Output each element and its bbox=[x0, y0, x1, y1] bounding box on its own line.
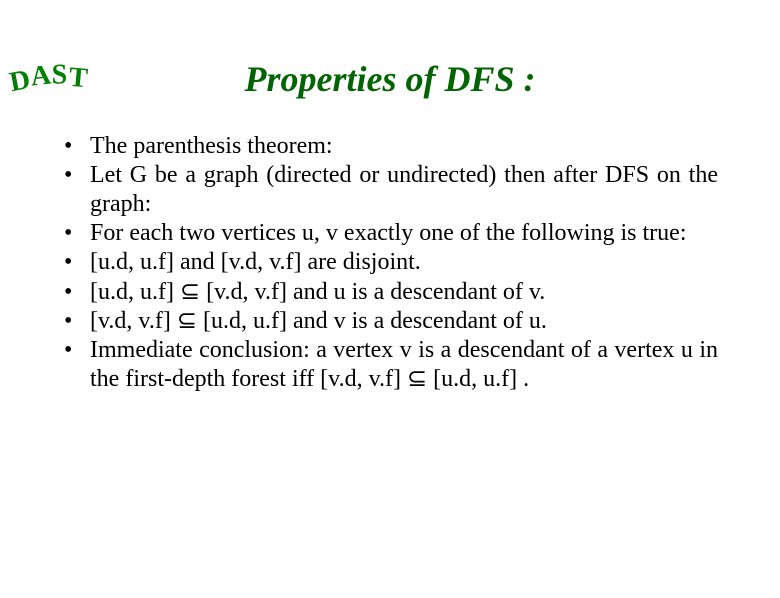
bullet-item: [u.d, u.f] ⊆ [v.d, v.f] and u is a desce… bbox=[62, 278, 718, 306]
slide-title: Properties of DFS : bbox=[0, 58, 780, 100]
bullet-item: Immediate conclusion: a vertex v is a de… bbox=[62, 336, 718, 393]
content-area: The parenthesis theorem: Let G be a grap… bbox=[0, 132, 780, 393]
logo-letter-t: T bbox=[68, 62, 90, 96]
logo-letter-s: S bbox=[52, 59, 69, 91]
bullet-item: Let G be a graph (directed or undirected… bbox=[62, 161, 718, 218]
dast-logo: DAST bbox=[9, 64, 89, 100]
logo-letter-a: A bbox=[29, 59, 53, 93]
bullet-item: [v.d, v.f] ⊆ [u.d, u.f] and v is a desce… bbox=[62, 307, 718, 335]
bullet-list: The parenthesis theorem: Let G be a grap… bbox=[62, 132, 718, 393]
bullet-item: The parenthesis theorem: bbox=[62, 132, 718, 160]
bullet-item: For each two vertices u, v exactly one o… bbox=[62, 219, 718, 247]
slide: DAST Properties of DFS : The parenthesis… bbox=[0, 58, 780, 598]
bullet-item: [u.d, u.f] and [v.d, v.f] are disjoint. bbox=[62, 248, 718, 276]
